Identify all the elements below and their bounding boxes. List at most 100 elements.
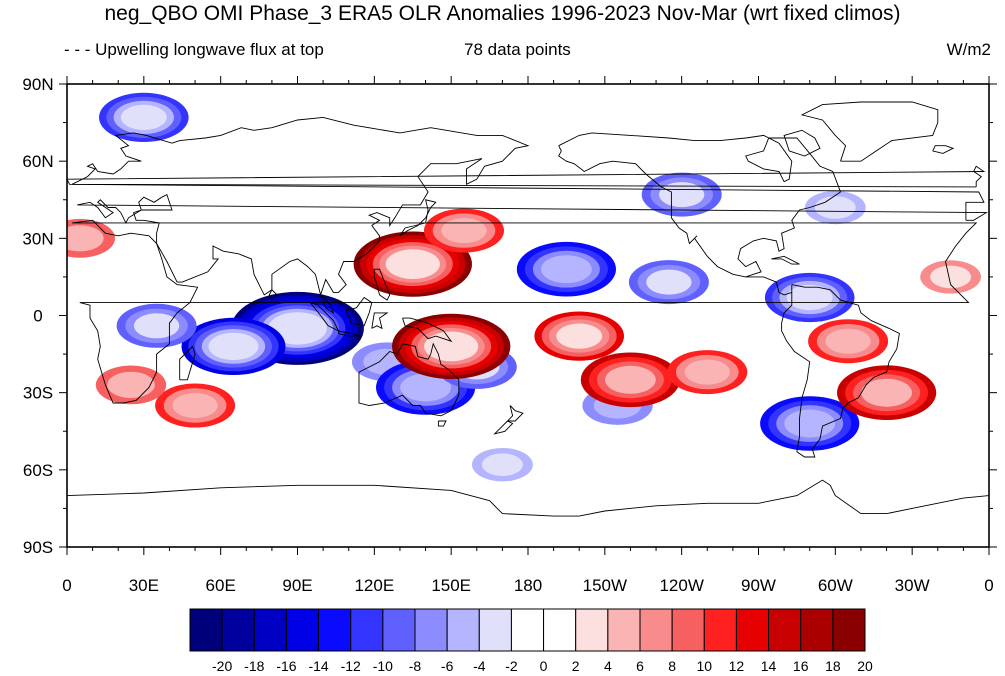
legend-level-label: -8 bbox=[409, 658, 422, 674]
legend-level-label: -20 bbox=[212, 658, 232, 674]
coastline bbox=[371, 312, 389, 330]
legend-color-boxes bbox=[189, 608, 866, 652]
anomaly-contour-level bbox=[385, 249, 440, 279]
x-tick-label: 90W bbox=[741, 576, 776, 595]
legend-level-label: 14 bbox=[761, 658, 777, 674]
anomaly-contour-level bbox=[441, 218, 487, 244]
legend-level-label: -12 bbox=[341, 658, 361, 674]
y-tick-label: 60S bbox=[23, 461, 53, 480]
legend-level-label: -4 bbox=[473, 658, 486, 674]
data-point-count: 78 data points bbox=[464, 40, 571, 59]
legend-color-box bbox=[639, 608, 673, 652]
anomaly-feature bbox=[392, 313, 511, 379]
y-tick-label: 90S bbox=[23, 538, 53, 557]
y-tick-label: 0 bbox=[33, 307, 42, 326]
y-tick-label: 30S bbox=[23, 384, 53, 403]
anomaly-feature bbox=[580, 352, 681, 408]
anomaly-contour-level bbox=[659, 182, 705, 208]
legend-color-box bbox=[735, 608, 770, 652]
anomaly-feature bbox=[424, 208, 504, 253]
legend-level-label: 2 bbox=[572, 658, 580, 674]
anomaly-feature bbox=[920, 260, 981, 294]
anomaly-contour-level bbox=[400, 373, 451, 402]
legend-level-label: 20 bbox=[857, 658, 873, 674]
chart-title: neg_QBO OMI Phase_3 ERA5 OLR Anomalies 1… bbox=[104, 2, 901, 25]
anomaly-contour-level bbox=[172, 393, 218, 418]
anomaly-field bbox=[67, 92, 981, 482]
anomaly-feature bbox=[808, 319, 889, 364]
anomaly-feature bbox=[472, 448, 533, 482]
anomaly-feature bbox=[534, 311, 624, 361]
coastline bbox=[932, 145, 955, 154]
anomaly-contour-level bbox=[646, 269, 692, 295]
x-tick-label: 60E bbox=[206, 576, 236, 595]
legend-color-box bbox=[414, 608, 448, 652]
coastline bbox=[437, 420, 447, 427]
anomaly-feature bbox=[181, 317, 286, 375]
legend-color-box bbox=[510, 608, 545, 652]
coastline bbox=[402, 317, 453, 343]
legend-level-label: -16 bbox=[276, 658, 296, 674]
anomaly-feature bbox=[804, 190, 866, 225]
coastline bbox=[179, 345, 196, 381]
legend-color-box bbox=[671, 608, 705, 652]
anomaly-contour-level bbox=[814, 196, 856, 219]
y-tick-label: 60N bbox=[22, 152, 53, 171]
olr-anomaly-map: 0 30E 60E 90E 120E 150E 180 150W 120W 90W 60W 30W 0 … bbox=[22, 75, 997, 595]
anomaly-feature bbox=[116, 303, 197, 348]
x-tick-label: 180 bbox=[514, 576, 542, 595]
coastline bbox=[345, 296, 373, 327]
anomaly-contour-level bbox=[133, 313, 180, 339]
coastline bbox=[373, 268, 391, 301]
anomaly-feature bbox=[760, 396, 860, 451]
x-tick-label: 60W bbox=[818, 576, 853, 595]
coastline bbox=[67, 165, 986, 188]
y-tick-label: 30N bbox=[22, 229, 53, 248]
coastline bbox=[399, 199, 437, 237]
anomaly-contour-level bbox=[268, 312, 327, 345]
coastline bbox=[493, 420, 514, 435]
legend-level-label: 12 bbox=[729, 658, 745, 674]
legend-level-label: 0 bbox=[540, 658, 548, 674]
longitude-labels: 0 30E 60E 90E 120E 150E 180 150W 120W 90W 60W 30W 0 bbox=[62, 576, 993, 595]
legend-level-label: 6 bbox=[636, 658, 644, 674]
coastline bbox=[71, 116, 988, 315]
anomaly-feature bbox=[628, 260, 709, 305]
legend-level-label: -6 bbox=[441, 658, 454, 674]
legend-level-label: -2 bbox=[505, 658, 518, 674]
legend-color-box bbox=[607, 608, 641, 652]
coastline bbox=[358, 342, 460, 417]
anomaly-contour-level bbox=[684, 359, 730, 385]
coastline bbox=[800, 101, 939, 162]
anomaly-contour-level bbox=[930, 265, 972, 289]
anomaly-contour-level bbox=[208, 332, 259, 361]
legend-level-label: 10 bbox=[697, 658, 713, 674]
coastline bbox=[72, 219, 978, 404]
variable-description: - - - Upwelling longwave flux at top bbox=[64, 40, 324, 59]
legend-color-box bbox=[382, 608, 416, 652]
anomaly-contour-level bbox=[67, 225, 104, 252]
legend-color-box bbox=[285, 608, 320, 652]
anomaly-contour-level bbox=[424, 331, 479, 362]
anomaly-contour-level bbox=[605, 365, 656, 394]
legend-color-box bbox=[221, 608, 255, 652]
x-tick-label: 150W bbox=[583, 576, 627, 595]
anomaly-feature bbox=[353, 231, 472, 297]
anomaly-feature bbox=[837, 365, 937, 421]
anomaly-feature bbox=[67, 218, 115, 258]
legend-level-label: 8 bbox=[668, 658, 676, 674]
x-tick-label: 120W bbox=[659, 576, 703, 595]
coastline bbox=[506, 405, 524, 422]
x-tick-label: 150E bbox=[431, 576, 471, 595]
legend-color-box bbox=[800, 608, 834, 652]
legend-color-box bbox=[575, 608, 609, 652]
legend-color-box bbox=[318, 608, 352, 652]
legend-level-label: 4 bbox=[604, 658, 612, 674]
coastline bbox=[745, 276, 792, 296]
latitude-labels: 90N 60N 30N 0 30S 60S 90S bbox=[22, 75, 53, 557]
anomaly-contour-level bbox=[556, 323, 603, 349]
units-label: W/m2 bbox=[946, 40, 991, 59]
anomaly-contour-level bbox=[481, 453, 523, 477]
legend-level-label: -10 bbox=[373, 658, 393, 674]
legend-color-box bbox=[189, 608, 223, 652]
